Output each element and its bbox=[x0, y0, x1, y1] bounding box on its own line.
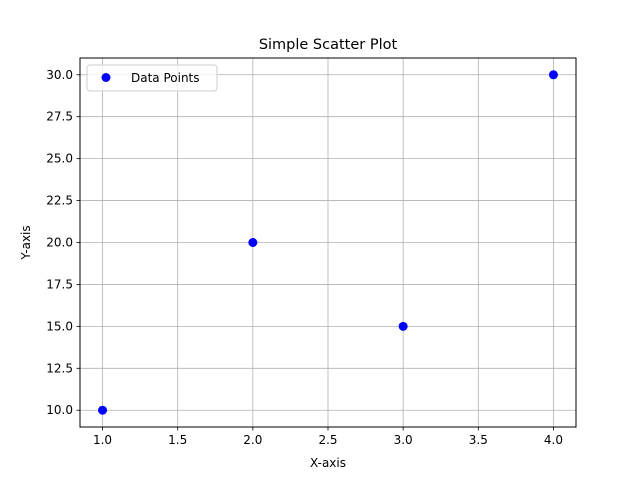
y-tick-label: 10.0 bbox=[46, 403, 73, 417]
legend-label: Data Points bbox=[131, 71, 200, 85]
y-tick-label: 15.0 bbox=[46, 319, 73, 333]
x-tick-label: 3.5 bbox=[469, 433, 488, 447]
data-point bbox=[548, 70, 558, 80]
x-tick-label: 1.5 bbox=[168, 433, 187, 447]
data-point bbox=[248, 238, 258, 247]
legend-marker bbox=[101, 73, 111, 82]
x-tick-label: 4.0 bbox=[544, 433, 563, 447]
y-tick-label: 30.0 bbox=[46, 68, 73, 82]
y-tick-label: 12.5 bbox=[46, 361, 73, 375]
x-tick-label: 3.0 bbox=[394, 433, 413, 447]
axis-ticks: 1.0 1.5 2.0 2.5 3.0 3.5 4.0 10.0 12.5 15.0 17.5 20.… bbox=[46, 68, 563, 447]
x-tick-label: 2.0 bbox=[243, 433, 262, 447]
chart-title: Simple Scatter Plot bbox=[259, 37, 398, 53]
data-point bbox=[398, 321, 408, 331]
data-points bbox=[98, 70, 558, 415]
y-axis-label: Y-axis bbox=[19, 225, 33, 260]
data-point bbox=[98, 405, 108, 415]
legend-box bbox=[86, 64, 218, 92]
x-axis-label: X-axis bbox=[310, 456, 346, 470]
y-tick-label: 25.0 bbox=[46, 152, 73, 166]
plot-frame bbox=[79, 57, 577, 428]
y-tick-label: 17.5 bbox=[46, 277, 73, 291]
x-tick-label: 2.5 bbox=[318, 433, 337, 447]
y-tick-label: 22.5 bbox=[46, 194, 73, 208]
legend: Data Points bbox=[86, 64, 218, 92]
y-tick-label: 20.0 bbox=[46, 236, 73, 250]
y-tick-label: 27.5 bbox=[46, 110, 73, 124]
x-tick-label: 1.0 bbox=[93, 433, 112, 447]
grid-lines bbox=[80, 58, 576, 427]
